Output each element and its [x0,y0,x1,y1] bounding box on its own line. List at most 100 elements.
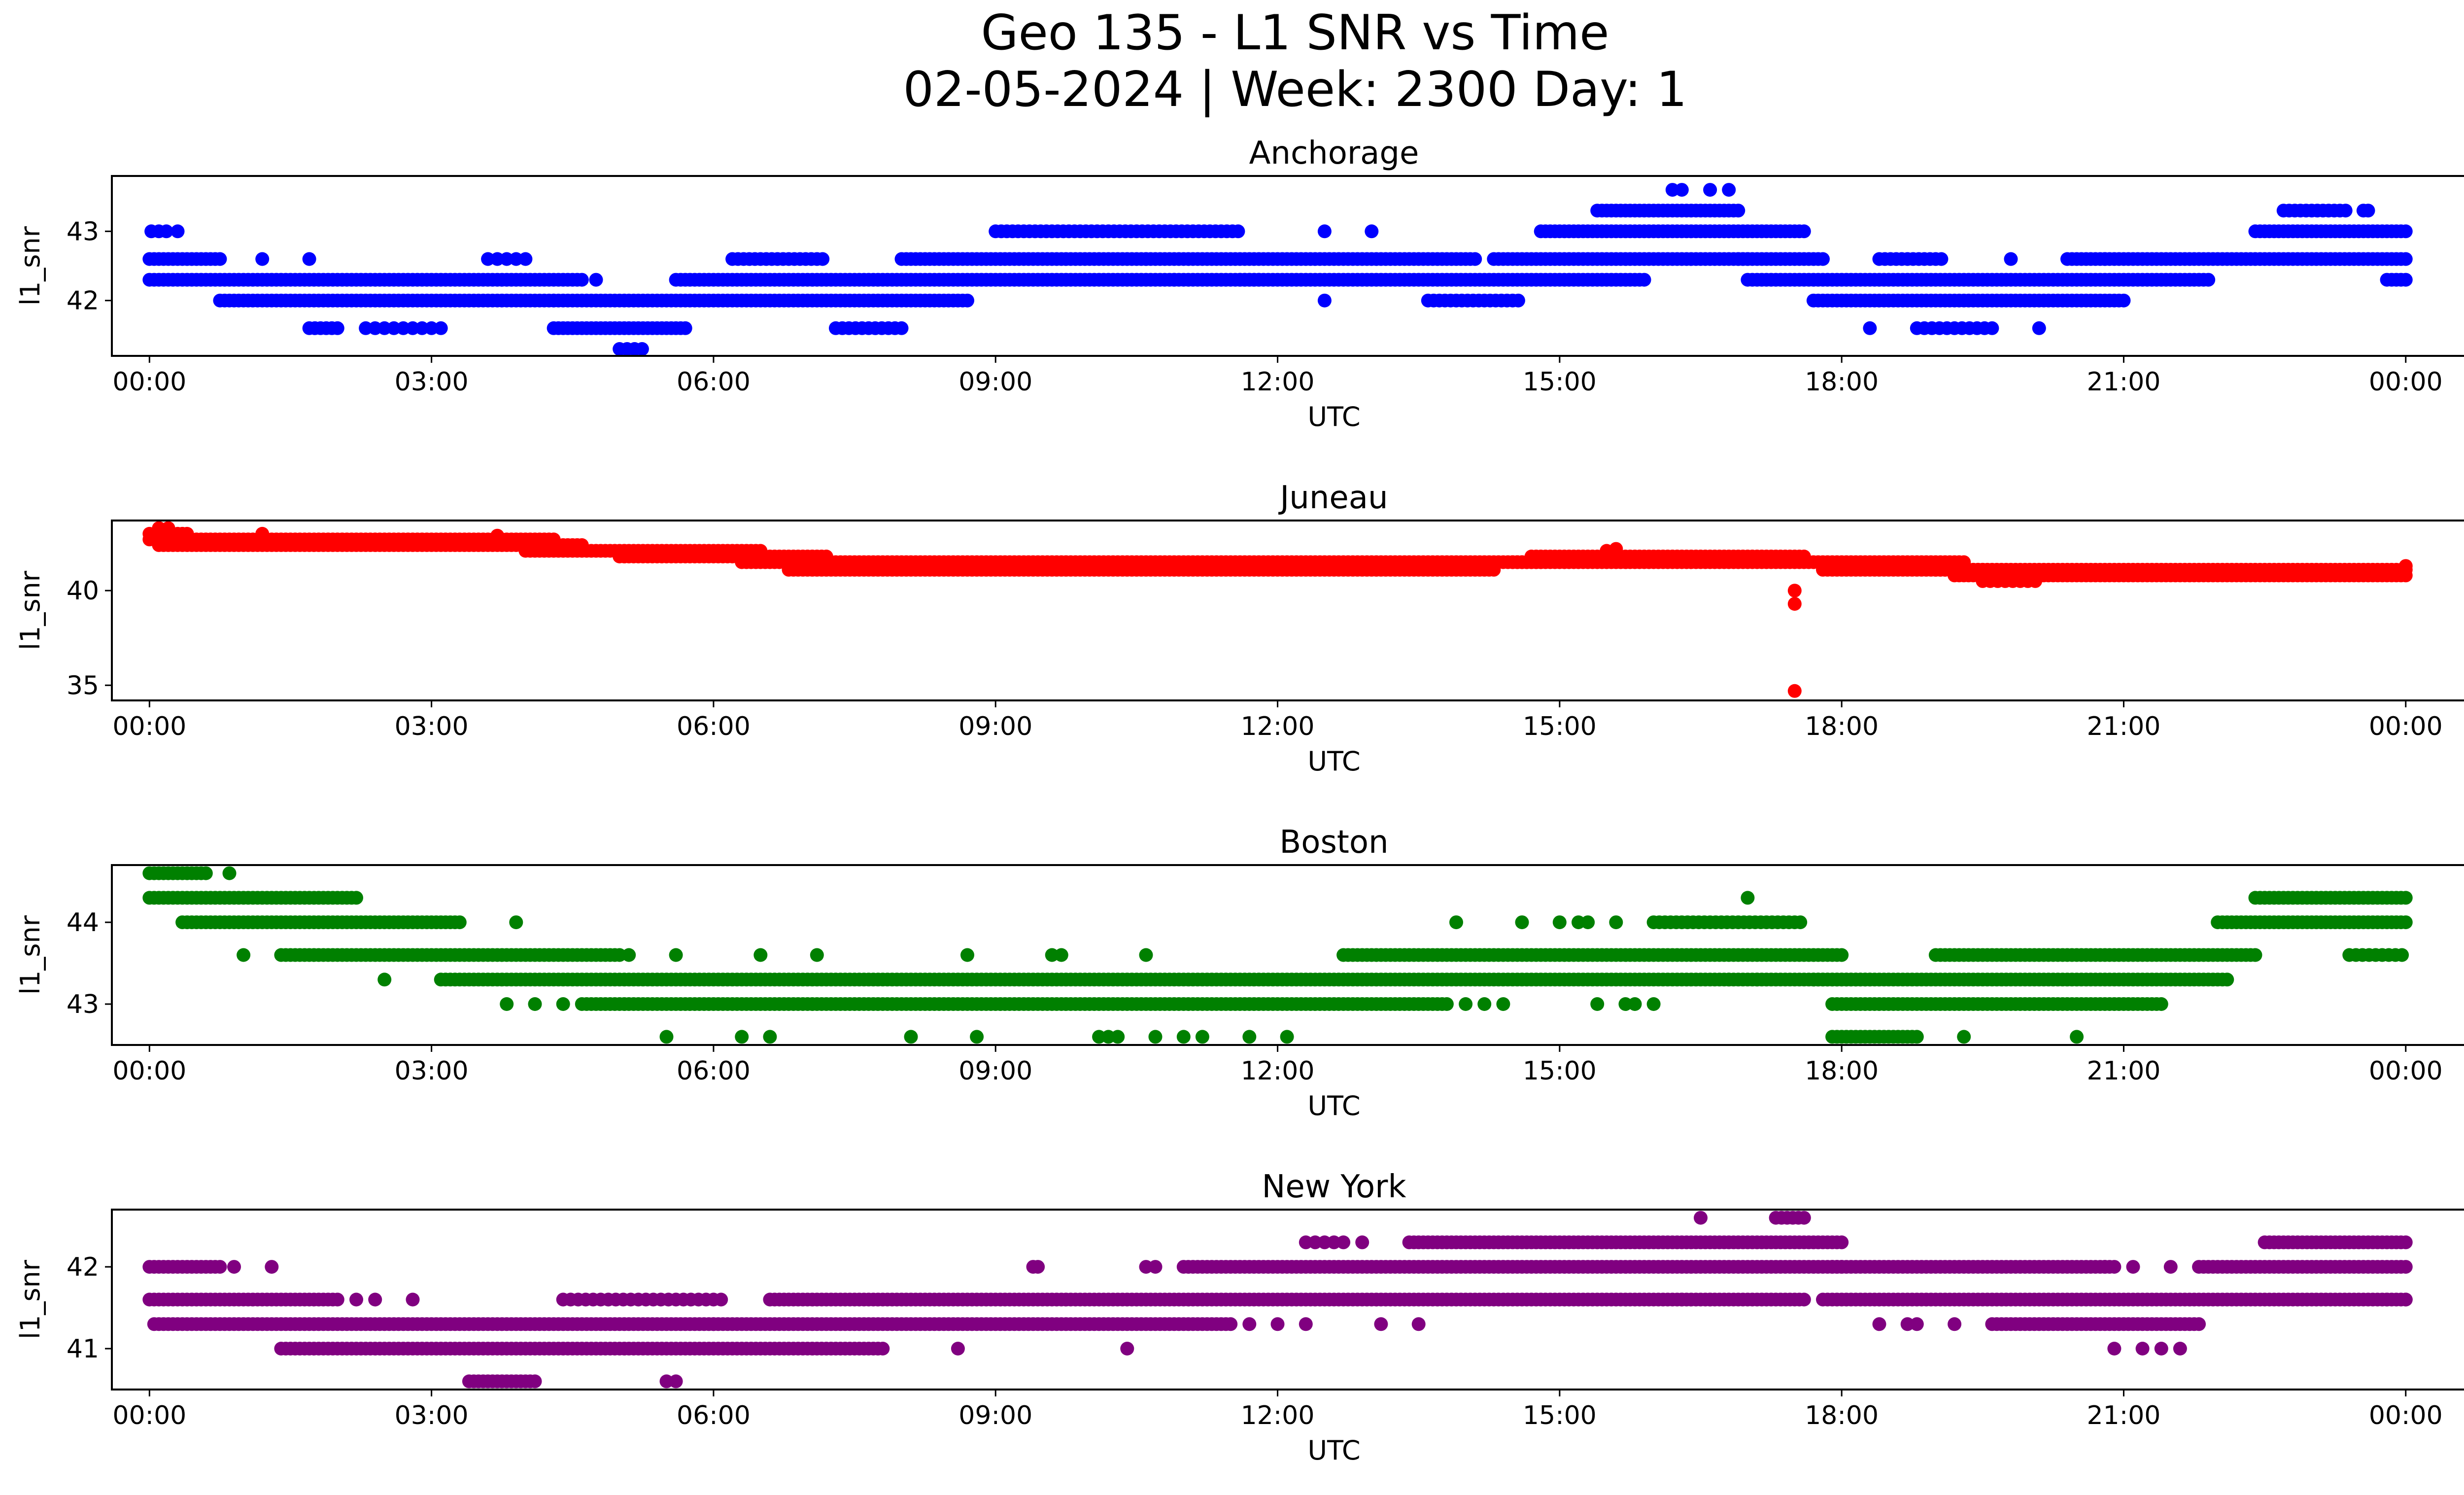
data-point [1703,183,1717,197]
data-point [1637,273,1651,287]
data-point [2032,321,2046,335]
data-point [1675,183,1689,197]
y-tick-label: 41 [67,1334,99,1364]
data-point [1148,1030,1163,1044]
data-point [349,891,363,905]
data-point [669,1374,683,1389]
y-axis-label: l1_snr [15,1259,46,1339]
data-point [1111,1030,1125,1044]
data-point [1317,224,1332,239]
data-point [669,948,683,962]
x-tick-label: 09:00 [958,367,1032,397]
data-point [213,252,227,266]
data-point [659,1030,674,1044]
x-tick-label: 18:00 [1805,1056,1879,1086]
data-point [1299,1317,1313,1331]
data-point [1722,183,1736,197]
data-point [1787,684,1802,698]
data-point [1355,1235,1369,1250]
data-point [1120,1342,1134,1356]
data-points [142,521,2413,698]
x-tick-label: 00:00 [112,1401,186,1430]
y-tick-label: 42 [67,1252,99,1282]
data-point [2163,1260,2178,1274]
data-point [2004,252,2018,266]
data-point [2398,559,2413,573]
data-point [330,321,344,335]
data-point [2356,204,2370,218]
data-point [1787,584,1802,598]
data-point [1439,997,1454,1011]
data-point [1816,252,1830,266]
y-axis-label: l1_snr [15,570,46,650]
data-point [222,866,237,880]
data-point [213,1260,227,1274]
x-tick-label: 00:00 [2369,1401,2443,1430]
data-point [1609,542,1623,556]
x-tick-label: 03:00 [395,367,469,397]
data-point [1797,224,1811,239]
data-point [1948,1317,1962,1331]
data-point [635,342,649,356]
data-point [1731,204,1745,218]
data-point [255,526,270,541]
data-point [951,1342,965,1356]
data-point [1835,948,1849,962]
data-point [1797,550,1811,563]
data-point [1793,915,1808,930]
data-point [1797,1292,1811,1307]
y-tick-label: 40 [67,576,99,606]
data-point [1487,562,1501,577]
data-point [2117,293,2131,308]
data-point [589,273,603,287]
data-point [237,948,251,962]
data-point [2398,1292,2413,1307]
data-point [349,1292,363,1307]
data-point [1449,915,1463,930]
data-point [2192,1317,2206,1331]
data-point [2107,1342,2122,1356]
data-point [1195,1030,1209,1044]
data-point [735,1030,749,1044]
x-axis-label: UTC [1307,746,1360,777]
data-point [2173,1342,2187,1356]
x-axis-label: UTC [1307,1435,1360,1466]
x-tick-label: 15:00 [1523,1056,1597,1086]
data-point [622,948,636,962]
data-point [1590,997,1605,1011]
data-point [528,1374,542,1389]
data-points [142,866,2413,1044]
axes-frame [111,520,2464,701]
x-tick-label: 06:00 [677,1401,751,1430]
figure-title-line-2: 02-05-2024 | Week: 2300 Day: 1 [903,62,1687,118]
data-point [2398,1235,2413,1250]
data-point [2248,948,2262,962]
subplot-title: Boston [1279,824,1388,861]
figure-title-line-1: Geo 135 - L1 SNR vs Time [981,5,1609,61]
data-point [1863,321,1877,335]
data-point [2398,252,2413,266]
data-point [368,1292,382,1307]
data-point [2154,1342,2168,1356]
data-point [1934,252,1949,266]
x-tick-label: 06:00 [677,367,751,397]
data-point [810,948,824,962]
data-point [1515,915,1529,930]
data-point [1694,1211,1708,1225]
data-point [1280,1030,1294,1044]
data-point [1167,273,1181,287]
data-point [1957,1030,1971,1044]
data-points [142,1211,2413,1389]
data-point [1139,948,1153,962]
x-tick-label: 21:00 [2087,712,2161,741]
data-point [255,252,270,266]
data-point [377,973,392,987]
data-point [816,252,830,266]
data-point [1031,1260,1045,1274]
data-point [2220,973,2234,987]
